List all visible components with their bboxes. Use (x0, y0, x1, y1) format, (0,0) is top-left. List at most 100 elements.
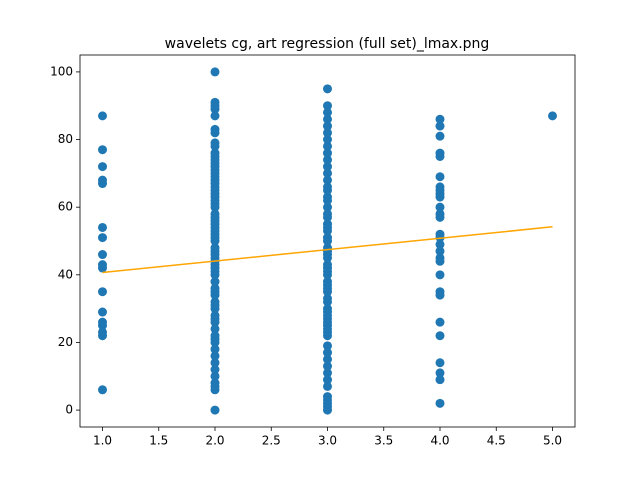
point (98, 385, 107, 395)
point (210, 283, 220, 293)
x-tick-label: 2.0 (205, 434, 224, 448)
y-tick-label: 100 (50, 64, 73, 78)
plot-frame (79, 54, 576, 428)
point (323, 162, 332, 172)
y-tick-label: 40 (58, 267, 73, 281)
point (435, 246, 445, 256)
x-tick-label: 3.5 (374, 434, 393, 448)
point (435, 331, 445, 341)
point (435, 151, 445, 161)
point (210, 344, 220, 354)
point (323, 348, 332, 358)
point (323, 192, 332, 202)
point (323, 368, 332, 378)
point (323, 375, 332, 385)
point (98, 250, 107, 260)
point (323, 354, 332, 364)
point (98, 287, 107, 297)
point (210, 405, 220, 415)
x-tick-label: 4.0 (430, 434, 449, 448)
point (323, 182, 332, 192)
point (98, 321, 107, 331)
point (210, 111, 220, 121)
point (323, 148, 332, 158)
point (323, 101, 332, 111)
point (98, 162, 107, 172)
point (323, 135, 332, 145)
point (323, 121, 332, 131)
point (435, 270, 445, 280)
point (323, 304, 332, 314)
x-tick-label: 2.5 (262, 434, 281, 448)
point (323, 381, 332, 391)
point (98, 222, 107, 232)
point (323, 392, 332, 402)
point (98, 233, 107, 243)
point (210, 243, 220, 253)
point (435, 398, 445, 408)
point (323, 233, 332, 243)
point (323, 155, 332, 165)
point (98, 307, 107, 317)
point (210, 365, 220, 375)
point (98, 263, 107, 273)
point (210, 277, 220, 287)
point (210, 97, 220, 107)
point (323, 168, 332, 178)
point (210, 331, 220, 341)
x-tick-label: 1.0 (93, 434, 112, 448)
point (435, 114, 445, 124)
point (210, 138, 220, 148)
point (323, 209, 332, 219)
point (323, 202, 332, 212)
point (435, 172, 445, 182)
point (323, 128, 332, 138)
point (210, 297, 220, 307)
point (210, 148, 220, 158)
point (210, 124, 220, 134)
point (210, 371, 220, 381)
point (323, 141, 332, 151)
point (435, 317, 445, 327)
point (323, 175, 332, 185)
point (98, 179, 107, 189)
point (323, 260, 332, 270)
point (210, 67, 220, 77)
point (435, 202, 445, 212)
point (435, 131, 445, 141)
y-tick-label: 80 (58, 132, 73, 146)
point (210, 351, 220, 361)
x-tick-label: 5.0 (543, 434, 562, 448)
fit-line (102, 226, 553, 274)
point (435, 212, 445, 222)
point (435, 290, 445, 300)
point (435, 256, 445, 266)
point (210, 209, 220, 219)
point (435, 368, 445, 378)
point (323, 114, 332, 124)
point (98, 111, 107, 121)
chart-title: wavelets cg, art regression (full set)_l… (165, 36, 490, 52)
x-tick-label: 3.0 (318, 434, 337, 448)
x-tick-label: 4.5 (487, 434, 506, 448)
point (323, 341, 332, 351)
point (323, 219, 332, 229)
point (435, 192, 445, 202)
y-tick-label: 20 (58, 335, 73, 349)
point (210, 358, 220, 368)
point (210, 378, 220, 388)
point (98, 145, 107, 155)
y-tick-label: 60 (58, 200, 73, 214)
point (548, 111, 557, 121)
point (435, 375, 445, 385)
point (323, 293, 332, 303)
point (323, 361, 332, 371)
point (323, 277, 332, 287)
point (435, 239, 445, 249)
point (435, 121, 445, 131)
point (323, 84, 332, 94)
point (323, 107, 332, 117)
x-tick-label: 1.5 (149, 434, 168, 448)
